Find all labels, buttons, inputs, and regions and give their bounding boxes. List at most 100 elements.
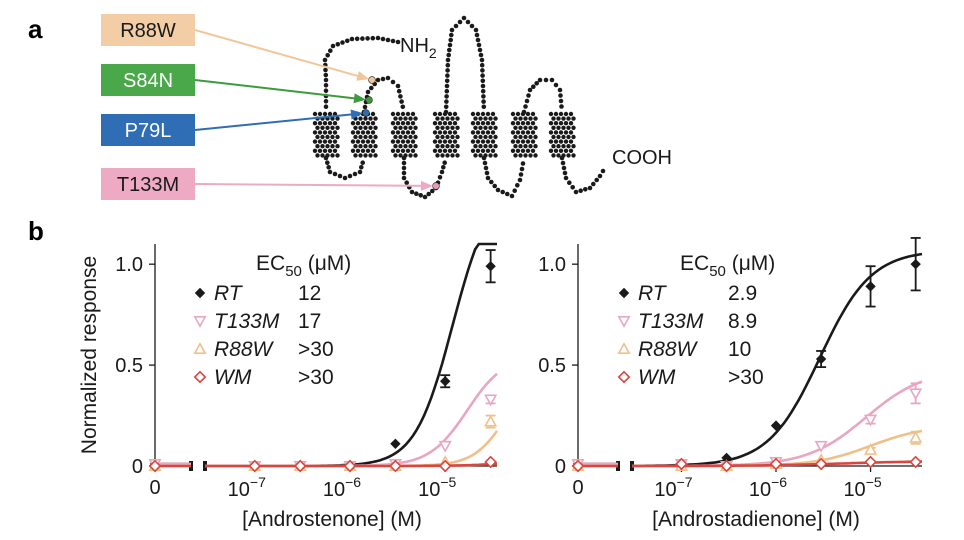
data-point xyxy=(770,420,782,431)
residue-dot xyxy=(445,116,450,121)
residue-dot xyxy=(561,116,566,121)
residue-dot xyxy=(437,175,443,180)
residue-dot xyxy=(437,111,443,117)
residue-dot xyxy=(330,144,335,149)
residue-dot xyxy=(518,172,524,177)
data-point xyxy=(814,440,828,453)
residue-dot xyxy=(452,111,458,117)
mutation-label: R88W xyxy=(120,20,176,42)
residue-dot xyxy=(452,130,458,135)
residue-dot xyxy=(360,139,366,144)
legend-series-name: T133M xyxy=(214,310,280,333)
residue-dot xyxy=(353,134,358,140)
residue-dot xyxy=(355,121,361,126)
residue-dot xyxy=(525,139,531,144)
residue-dot xyxy=(480,111,486,117)
residue-dot xyxy=(408,144,413,149)
x-axis-title: [Androstenone] (M) xyxy=(242,508,422,531)
residue-dot xyxy=(355,130,361,135)
residue-dot xyxy=(567,180,572,185)
residue-dot xyxy=(401,165,407,171)
mutation-arrow-head xyxy=(356,71,370,81)
residue-dot xyxy=(485,111,491,117)
data-point xyxy=(909,388,923,401)
residue-dot xyxy=(556,116,561,121)
residue-dot xyxy=(483,116,488,121)
residue-dot xyxy=(558,121,564,126)
residue-dot xyxy=(571,134,576,140)
residue-dot xyxy=(347,173,353,179)
residue-dot xyxy=(413,125,418,130)
residue-dot xyxy=(571,153,576,158)
residue-dot xyxy=(488,125,493,130)
residue-dot xyxy=(317,148,323,153)
residue-dot xyxy=(380,36,386,42)
series-wm xyxy=(571,455,923,473)
legend-ec50-value: 2.9 xyxy=(728,282,757,305)
legend-ec50-value: >30 xyxy=(728,366,764,389)
mutation-dots xyxy=(362,76,440,190)
residue-dot xyxy=(350,130,356,135)
residue-dot xyxy=(493,116,498,121)
legend-ec50-value: >30 xyxy=(298,366,334,389)
residue-dot xyxy=(515,121,521,126)
residue-dot xyxy=(455,116,460,121)
mutation-arrow-head xyxy=(350,109,364,120)
residue-dot xyxy=(551,144,556,149)
y-tick-label: 0.5 xyxy=(115,355,143,377)
data-point xyxy=(390,438,401,449)
residue-dot xyxy=(568,130,574,135)
residue-dot xyxy=(335,144,340,149)
residue-dot xyxy=(513,116,518,121)
residue-dot xyxy=(481,99,486,104)
x-tick-label-zero: 0 xyxy=(572,477,583,499)
residue-dot xyxy=(435,153,440,158)
residue-dot xyxy=(455,153,460,158)
residue-dot xyxy=(323,72,329,78)
residue-dot xyxy=(322,148,328,153)
residue-dot xyxy=(477,47,483,53)
x-tick-label: 10−5 xyxy=(843,474,881,501)
residue-dot xyxy=(528,144,533,149)
residue-dot xyxy=(373,144,378,149)
residue-dot xyxy=(525,148,531,153)
residue-dot xyxy=(358,116,363,121)
residue-dot xyxy=(493,144,498,149)
residue-dot xyxy=(408,134,413,140)
legend-marker xyxy=(617,370,631,384)
residue-dot xyxy=(548,148,554,153)
transmembrane-helix xyxy=(510,111,538,158)
residue-dot xyxy=(480,68,485,73)
residue-dot xyxy=(315,125,320,130)
residue-dot xyxy=(385,75,391,81)
mutation-arrow-line xyxy=(194,112,358,131)
legend-series-name: R88W xyxy=(214,338,275,361)
panel-a-letter: a xyxy=(28,14,43,44)
residue-dot xyxy=(470,139,476,144)
residue-dot xyxy=(335,134,340,140)
residue-dot xyxy=(556,134,561,140)
residue-dot xyxy=(566,134,571,140)
residue-dot xyxy=(398,116,403,121)
residue-dot xyxy=(315,153,320,158)
residue-dot xyxy=(578,188,583,193)
residue-dot xyxy=(373,134,378,140)
residue-dot xyxy=(558,130,564,135)
residue-dot xyxy=(365,148,371,153)
residue-dot xyxy=(322,139,328,144)
residue-dot xyxy=(445,153,450,158)
x-tick-label-zero: 0 xyxy=(149,477,160,499)
residue-dot xyxy=(410,148,416,153)
residue-dot xyxy=(523,134,528,140)
residue-dot xyxy=(478,125,483,130)
residue-dot xyxy=(350,121,356,126)
residue-dot xyxy=(445,134,450,140)
residue-dot xyxy=(370,35,376,41)
residue-dot xyxy=(573,189,579,195)
residue-dot xyxy=(493,125,498,130)
residue-dot xyxy=(447,130,453,135)
residue-dot xyxy=(332,148,338,153)
residue-dot xyxy=(330,43,336,49)
residue-dot xyxy=(426,191,432,197)
chart-androstadienone: 0 0.5 1.0 0 10−7 10−6 10−5 [Androstadienone] (M… xyxy=(538,237,923,531)
